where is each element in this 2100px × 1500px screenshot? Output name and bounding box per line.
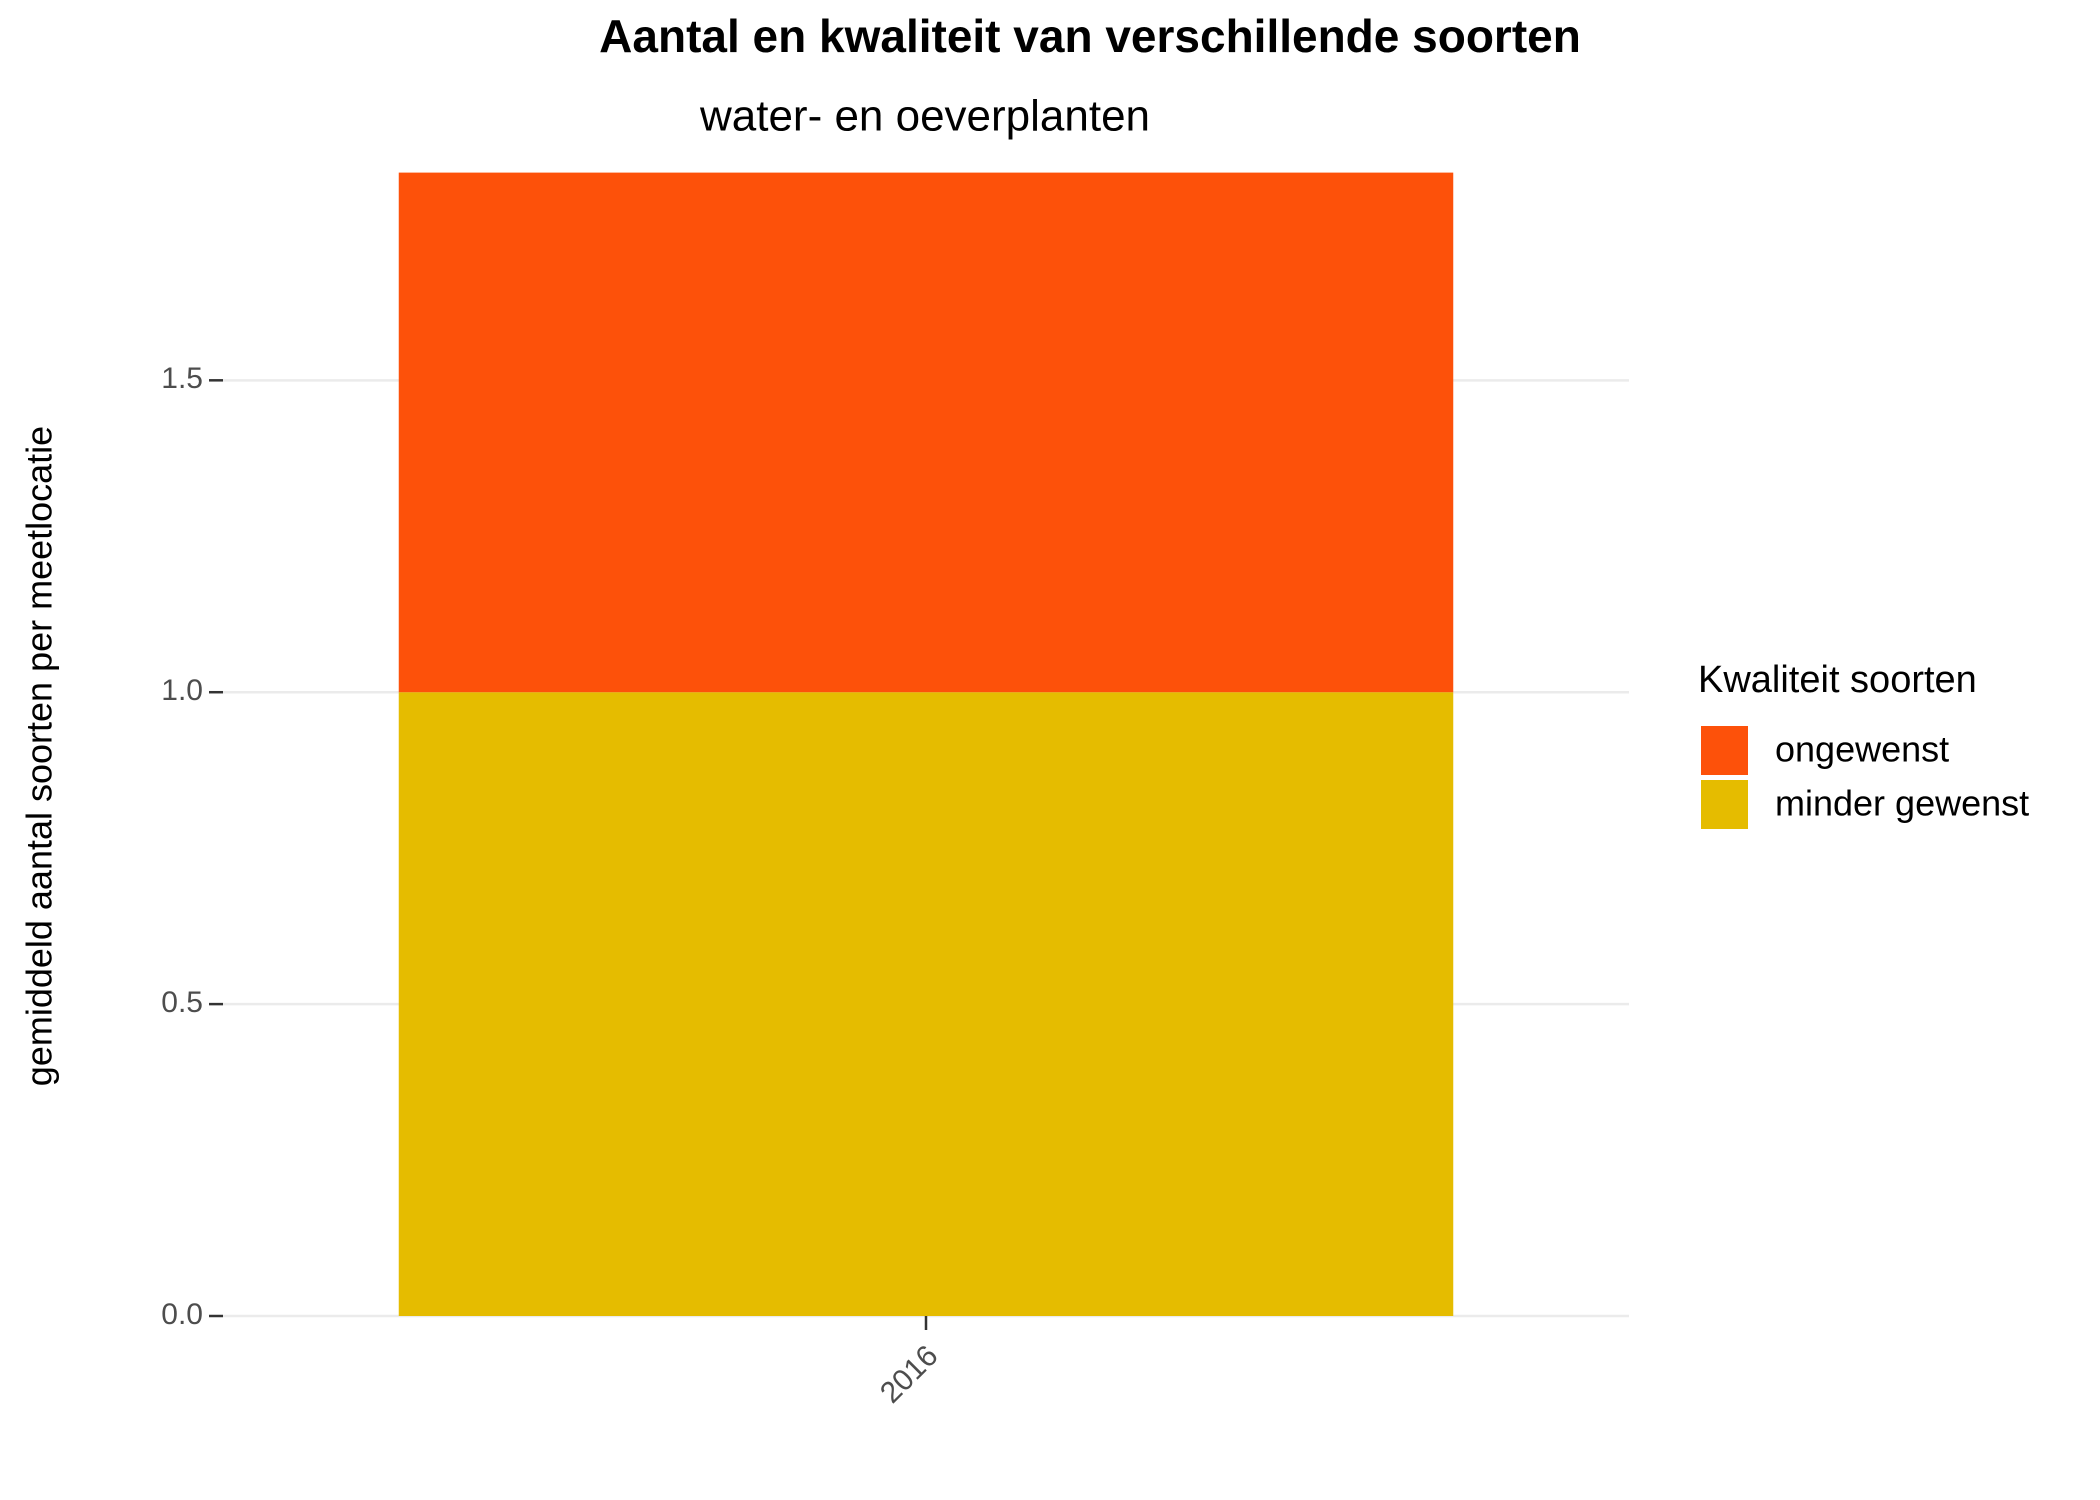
legend-swatch — [1701, 780, 1748, 829]
legend-swatch — [1701, 726, 1748, 775]
bars — [398, 172, 1454, 1316]
chart-title: Aantal en kwaliteit van verschillende so… — [599, 10, 1581, 62]
y-axis-label: gemiddeld aantal soorten per meetlocatie — [19, 426, 60, 1086]
bar-segment — [398, 172, 1454, 693]
y-tick-label: 0.0 — [161, 1298, 203, 1331]
chart-subtitle: water- en oeverplanten — [699, 92, 1150, 141]
y-tick-label: 0.5 — [161, 986, 203, 1019]
y-tick-label: 1.5 — [161, 362, 203, 395]
y-tick-label: 1.0 — [161, 674, 203, 707]
legend-label: minder gewenst — [1775, 783, 2029, 824]
legend-label: ongewenst — [1775, 729, 1949, 770]
bar-segment — [398, 692, 1454, 1316]
x-tick-label: 2016 — [874, 1339, 945, 1410]
legend-title: Kwaliteit soorten — [1698, 659, 1977, 701]
legend: ongewenst minder gewenst — [1701, 726, 2029, 829]
